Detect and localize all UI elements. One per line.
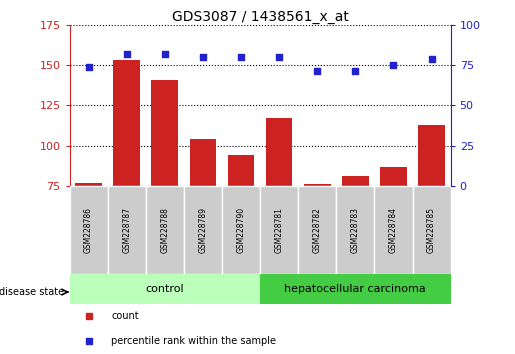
Text: GSM228784: GSM228784	[389, 207, 398, 253]
Bar	[380, 166, 407, 307]
Bar	[228, 155, 254, 307]
Text: control: control	[146, 284, 184, 295]
Bar	[260, 186, 298, 274]
Point	[84, 64, 93, 69]
Text: GSM228789: GSM228789	[198, 207, 208, 253]
Text: GSM228787: GSM228787	[122, 207, 131, 253]
Bar	[304, 184, 331, 307]
Point	[427, 56, 436, 62]
Title: GDS3087 / 1438561_x_at: GDS3087 / 1438561_x_at	[171, 10, 349, 24]
Text: GSM228790: GSM228790	[236, 207, 246, 253]
Text: GSM228782: GSM228782	[313, 207, 322, 253]
Bar	[190, 139, 216, 307]
Text: GSM228781: GSM228781	[274, 207, 284, 253]
Point	[389, 62, 398, 68]
Point	[123, 51, 131, 57]
Bar	[151, 80, 178, 307]
Text: GSM228786: GSM228786	[84, 207, 93, 253]
Bar	[342, 176, 369, 307]
Text: count: count	[111, 311, 139, 321]
Bar	[184, 186, 222, 274]
Point	[237, 54, 245, 60]
Text: disease state: disease state	[0, 287, 64, 297]
Text: hepatocellular carcinoma: hepatocellular carcinoma	[284, 284, 426, 295]
Point	[199, 54, 207, 60]
Bar	[222, 186, 260, 274]
Bar	[260, 274, 451, 304]
Bar	[113, 60, 140, 307]
Text: percentile rank within the sample: percentile rank within the sample	[111, 336, 277, 346]
Bar	[266, 118, 293, 307]
Bar	[418, 125, 445, 307]
Bar	[108, 186, 146, 274]
Point	[161, 51, 169, 57]
Point	[351, 69, 359, 74]
Text: GSM228785: GSM228785	[427, 207, 436, 253]
Point	[313, 69, 321, 74]
Bar	[336, 186, 374, 274]
Bar	[413, 186, 451, 274]
Bar	[70, 274, 260, 304]
Bar	[70, 186, 108, 274]
Bar	[146, 186, 184, 274]
Text: GSM228788: GSM228788	[160, 207, 169, 253]
Bar	[75, 183, 102, 307]
Point	[275, 54, 283, 60]
Bar	[374, 186, 413, 274]
Text: GSM228783: GSM228783	[351, 207, 360, 253]
Bar	[298, 186, 336, 274]
